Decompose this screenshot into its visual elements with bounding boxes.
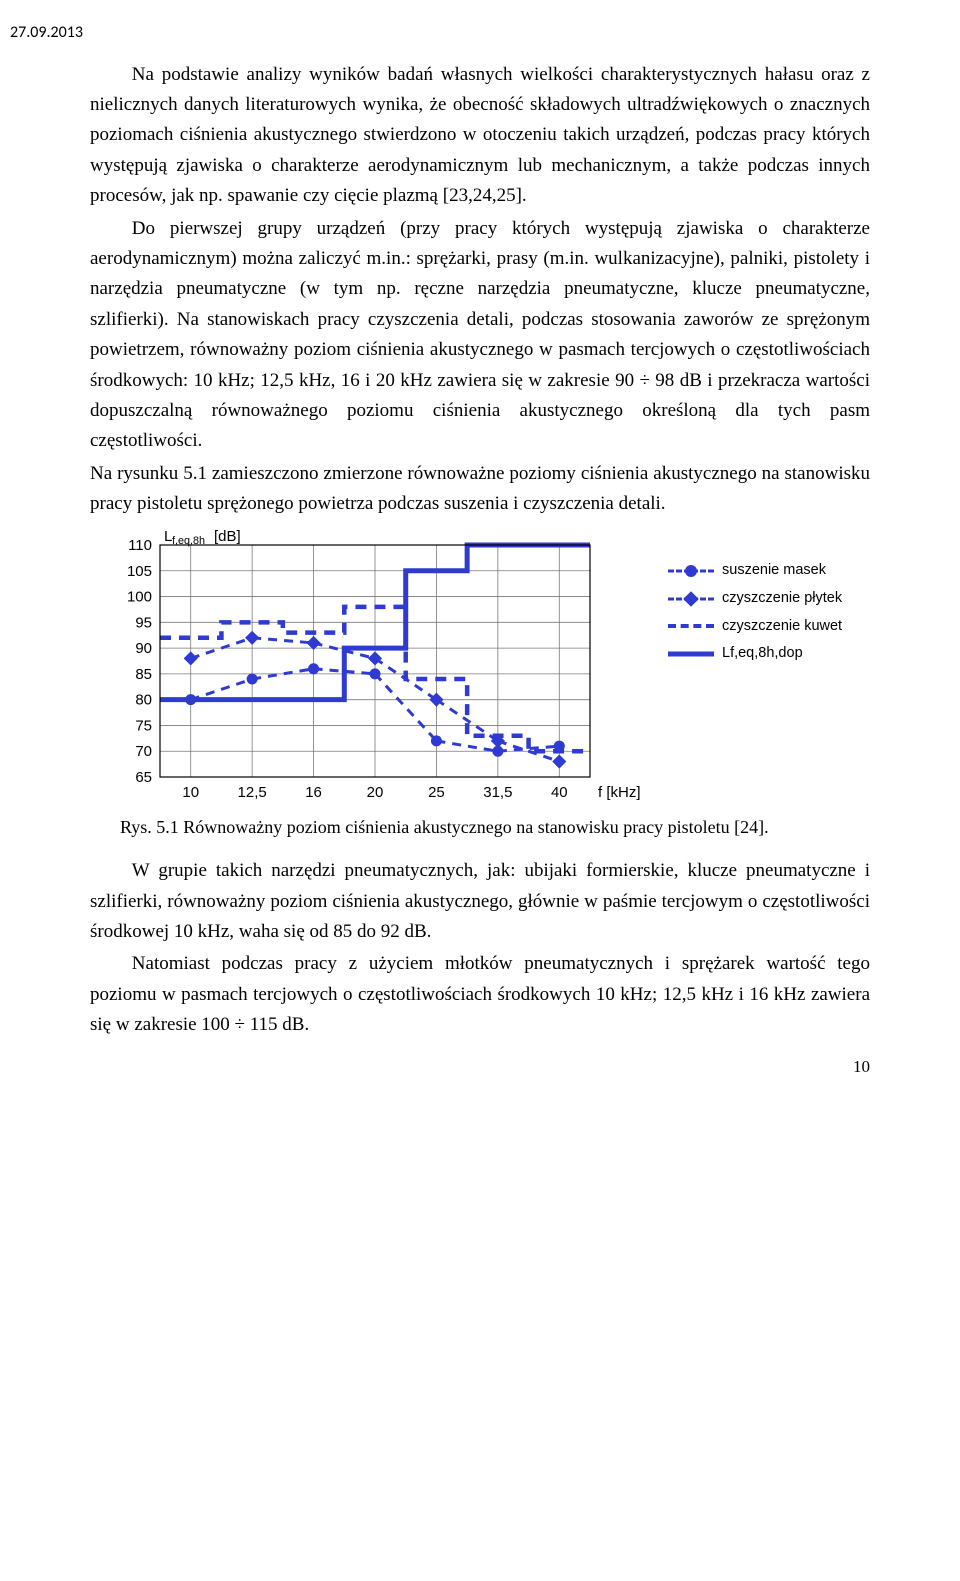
svg-text:110: 110 (128, 537, 152, 554)
page-date: 27.09.2013 (10, 20, 870, 46)
svg-text:65: 65 (135, 769, 152, 786)
chart-legend: suszenie masekczyszczenie płytekczyszcze… (668, 557, 842, 667)
svg-text:75: 75 (135, 718, 152, 735)
legend-label: czyszczenie płytek (722, 585, 842, 613)
svg-text:70: 70 (135, 744, 152, 761)
svg-text:80: 80 (135, 692, 152, 709)
svg-text:100: 100 (127, 589, 152, 606)
legend-swatch (668, 645, 714, 663)
svg-text:25: 25 (428, 784, 445, 801)
svg-text:16: 16 (305, 784, 322, 801)
figure-5-1-caption: Rys. 5.1 Równoważny poziom ciśnienia aku… (120, 813, 870, 842)
svg-text:f [kHz]: f [kHz] (598, 784, 641, 801)
svg-text:90: 90 (135, 641, 152, 658)
legend-label: czyszczenie kuwet (722, 613, 842, 641)
legend-swatch (668, 590, 714, 608)
figure-5-1: 65 70 75 80 85 90 95 100 105 110 10 12,5 16 20 25 31,5 4… (90, 527, 870, 807)
paragraph-1: Na podstawie analizy wyników badań własn… (90, 60, 870, 212)
legend-item: Lf,eq,8h,dop (668, 640, 842, 668)
svg-text:12,5: 12,5 (238, 784, 267, 801)
legend-item: czyszczenie kuwet (668, 613, 842, 641)
svg-text:20: 20 (367, 784, 384, 801)
chart-plot: 65 70 75 80 85 90 95 100 105 110 10 12,5 16 20 25 31,5 4… (90, 527, 650, 807)
legend-item: suszenie masek (668, 557, 842, 585)
page-number: 10 (90, 1053, 870, 1080)
svg-text:85: 85 (135, 666, 152, 683)
svg-text:105: 105 (127, 563, 152, 580)
legend-label: suszenie masek (722, 557, 826, 585)
paragraph-6: Natomiast podczas pracy z użyciem młotkó… (90, 949, 870, 1040)
paragraph-2: Do pierwszej grupy urządzeń (przy pracy … (90, 214, 870, 457)
svg-text:10: 10 (182, 784, 199, 801)
svg-text:40: 40 (551, 784, 568, 801)
legend-swatch (668, 617, 714, 635)
legend-label: Lf,eq,8h,dop (722, 640, 803, 668)
svg-text:31,5: 31,5 (483, 784, 512, 801)
svg-text:95: 95 (135, 615, 152, 632)
paragraph-5: W grupie takich narzędzi pneumatycznych,… (90, 856, 870, 947)
legend-item: czyszczenie płytek (668, 585, 842, 613)
svg-text:[dB]: [dB] (214, 528, 241, 545)
paragraph-3: Na rysunku 5.1 zamieszczono zmierzone ró… (90, 459, 870, 520)
legend-swatch (668, 562, 714, 580)
